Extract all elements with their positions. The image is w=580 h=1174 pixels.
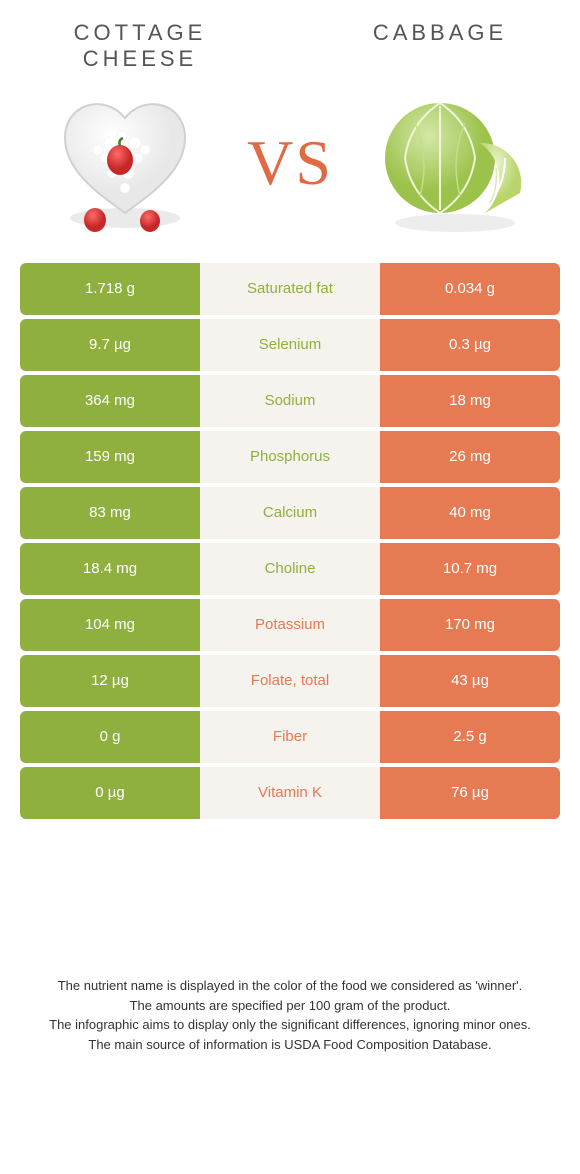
value-right: 170 mg bbox=[380, 599, 560, 651]
nutrient-label: Choline bbox=[200, 543, 380, 595]
table-row: 0 µgVitamin K76 µg bbox=[20, 767, 560, 823]
value-left: 9.7 µg bbox=[20, 319, 200, 371]
table-row: 9.7 µgSelenium0.3 µg bbox=[20, 319, 560, 375]
value-left: 159 mg bbox=[20, 431, 200, 483]
value-left: 83 mg bbox=[20, 487, 200, 539]
value-left: 0 g bbox=[20, 711, 200, 763]
table-row: 12 µgFolate, total43 µg bbox=[20, 655, 560, 711]
nutrient-label: Vitamin K bbox=[200, 767, 380, 819]
nutrient-label: Phosphorus bbox=[200, 431, 380, 483]
vs-label: VS bbox=[247, 126, 333, 200]
value-right: 2.5 g bbox=[380, 711, 560, 763]
table-row: 83 mgCalcium40 mg bbox=[20, 487, 560, 543]
footer-line-1: The nutrient name is displayed in the co… bbox=[30, 976, 550, 996]
title-cabbage: CABBAGE bbox=[340, 20, 540, 46]
value-right: 26 mg bbox=[380, 431, 560, 483]
value-left: 104 mg bbox=[20, 599, 200, 651]
nutrient-table: 1.718 gSaturated fat0.034 g9.7 µgSeleniu… bbox=[20, 263, 560, 823]
table-row: 1.718 gSaturated fat0.034 g bbox=[20, 263, 560, 319]
nutrient-label: Calcium bbox=[200, 487, 380, 539]
header: COTTAGE CHEESE CABBAGE bbox=[0, 0, 580, 73]
table-row: 159 mgPhosphorus26 mg bbox=[20, 431, 560, 487]
value-right: 18 mg bbox=[380, 375, 560, 427]
value-right: 43 µg bbox=[380, 655, 560, 707]
title-cottage-cheese: COTTAGE CHEESE bbox=[40, 20, 240, 73]
cottage-cheese-image bbox=[30, 83, 220, 243]
value-left: 12 µg bbox=[20, 655, 200, 707]
nutrient-label: Fiber bbox=[200, 711, 380, 763]
images-row: VS bbox=[0, 73, 580, 263]
table-row: 0 gFiber2.5 g bbox=[20, 711, 560, 767]
footer-line-4: The main source of information is USDA F… bbox=[30, 1035, 550, 1055]
table-row: 104 mgPotassium170 mg bbox=[20, 599, 560, 655]
footer-notes: The nutrient name is displayed in the co… bbox=[0, 976, 580, 1054]
value-left: 0 µg bbox=[20, 767, 200, 819]
value-left: 1.718 g bbox=[20, 263, 200, 315]
table-row: 18.4 mgCholine10.7 mg bbox=[20, 543, 560, 599]
nutrient-label: Selenium bbox=[200, 319, 380, 371]
value-left: 18.4 mg bbox=[20, 543, 200, 595]
table-row: 364 mgSodium18 mg bbox=[20, 375, 560, 431]
value-right: 40 mg bbox=[380, 487, 560, 539]
nutrient-label: Sodium bbox=[200, 375, 380, 427]
value-left: 364 mg bbox=[20, 375, 200, 427]
nutrient-label: Folate, total bbox=[200, 655, 380, 707]
value-right: 10.7 mg bbox=[380, 543, 560, 595]
value-right: 0.3 µg bbox=[380, 319, 560, 371]
nutrient-label: Potassium bbox=[200, 599, 380, 651]
nutrient-label: Saturated fat bbox=[200, 263, 380, 315]
footer-line-3: The infographic aims to display only the… bbox=[30, 1015, 550, 1035]
cabbage-image bbox=[360, 83, 550, 243]
value-right: 0.034 g bbox=[380, 263, 560, 315]
footer-line-2: The amounts are specified per 100 gram o… bbox=[30, 996, 550, 1016]
value-right: 76 µg bbox=[380, 767, 560, 819]
